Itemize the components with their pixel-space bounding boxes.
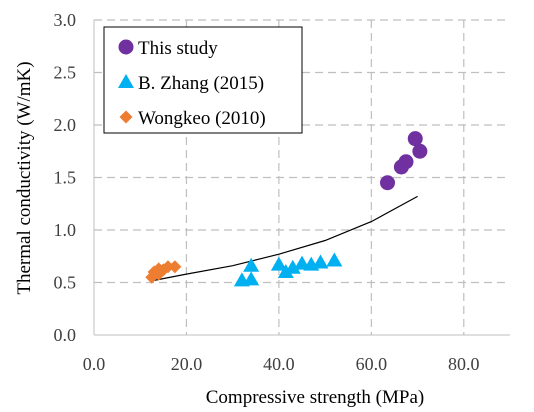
series-2 bbox=[145, 260, 182, 284]
legend-label: B. Zhang (2015) bbox=[138, 73, 264, 94]
data-point bbox=[168, 260, 182, 274]
series-0 bbox=[380, 131, 428, 191]
legend-item: B. Zhang (2015) bbox=[118, 73, 264, 94]
legend-marker bbox=[118, 74, 134, 88]
x-tick-label: 80.0 bbox=[448, 354, 480, 374]
data-point bbox=[277, 264, 294, 278]
x-tick-labels: 0.0 20.0 40.0 60.0 80.0 bbox=[83, 354, 480, 374]
data-point bbox=[270, 256, 287, 271]
data-point bbox=[161, 260, 175, 274]
x-axis-title: Compressive strength (MPa) bbox=[206, 387, 424, 408]
data-point bbox=[407, 131, 423, 147]
y-tick-labels: 0.0 0.5 1.0 1.5 2.0 2.5 3.0 bbox=[54, 10, 77, 345]
data-point bbox=[412, 143, 428, 159]
data-points bbox=[145, 131, 428, 287]
trendline-path bbox=[153, 195, 418, 281]
legend-box bbox=[103, 26, 303, 134]
y-tick-label: 3.0 bbox=[54, 10, 77, 30]
y-tick-label: 0.5 bbox=[54, 273, 77, 293]
data-point bbox=[326, 252, 343, 267]
y-tick-label: 0.0 bbox=[54, 325, 77, 345]
legend-marker bbox=[118, 39, 134, 55]
series-1 bbox=[233, 252, 343, 287]
legend-label: Wongkeo (2010) bbox=[138, 108, 266, 129]
legend: This study B. Zhang (2015) Wongkeo (2010) bbox=[103, 26, 303, 134]
data-point bbox=[312, 254, 329, 269]
y-tick-label: 1.0 bbox=[54, 220, 77, 240]
x-tick-label: 60.0 bbox=[356, 354, 388, 374]
legend-label: This study bbox=[138, 38, 218, 59]
trendline bbox=[153, 195, 418, 281]
y-tick-label: 2.0 bbox=[54, 115, 77, 135]
legend-marker bbox=[119, 110, 133, 124]
x-tick-label: 40.0 bbox=[263, 354, 295, 374]
data-point bbox=[398, 154, 414, 170]
y-tick-label: 1.5 bbox=[54, 168, 77, 188]
y-tick-label: 2.5 bbox=[54, 63, 77, 83]
data-point bbox=[243, 257, 260, 272]
data-point bbox=[380, 175, 396, 191]
x-tick-label: 20.0 bbox=[171, 354, 203, 374]
x-tick-label: 0.0 bbox=[83, 354, 106, 374]
y-axis-title: Thermal conductivity (W/mK) bbox=[14, 61, 35, 294]
data-point bbox=[284, 259, 301, 274]
legend-item: This study bbox=[118, 38, 218, 59]
legend-item: Wongkeo (2010) bbox=[119, 108, 266, 129]
data-point bbox=[243, 271, 260, 286]
